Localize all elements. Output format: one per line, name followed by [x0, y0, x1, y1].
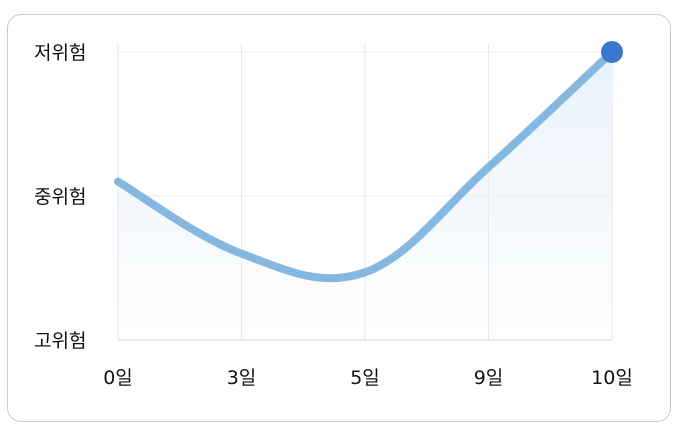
x-tick-label: 5일	[350, 367, 380, 389]
x-tick-label: 0일	[103, 367, 133, 389]
x-tick-label: 9일	[474, 367, 504, 389]
y-tick-label: 고위험	[34, 330, 86, 352]
end-point-marker	[601, 41, 623, 63]
x-tick-label: 10일	[591, 367, 633, 389]
y-tick-label: 중위험	[34, 186, 86, 208]
y-tick-label: 저위험	[34, 42, 86, 64]
series-line	[114, 48, 616, 283]
x-tick-label: 3일	[227, 367, 257, 389]
area-fill	[118, 52, 612, 340]
